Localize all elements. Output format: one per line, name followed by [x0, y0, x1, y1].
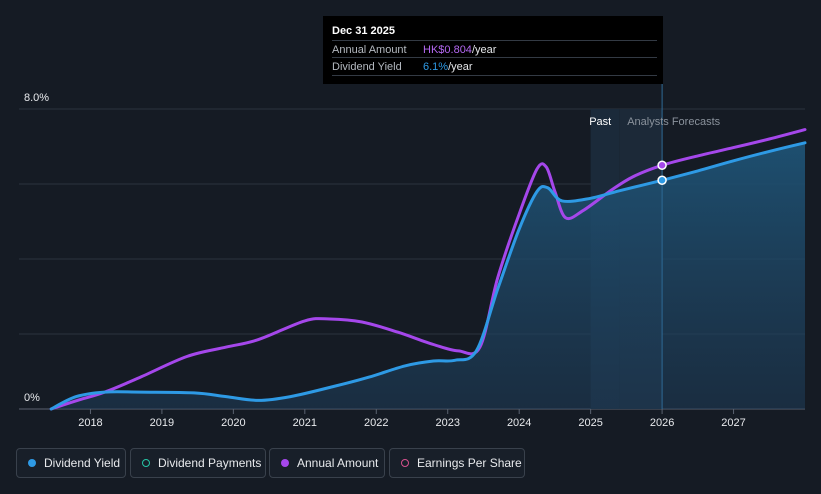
dividend-yield-area	[51, 142, 806, 410]
legend-dividend-yield-label: Dividend Yield	[44, 456, 121, 470]
x-tick-label: 2022	[364, 417, 388, 429]
x-tick-label: 2024	[507, 417, 531, 429]
x-tick-label: 2020	[221, 417, 245, 429]
legend-earnings-per-share[interactable]: Earnings Per Share	[389, 448, 525, 478]
tooltip-date: Dec 31 2025	[332, 25, 395, 37]
legend-annual-amount[interactable]: Annual Amount	[269, 448, 385, 478]
legend-earnings-per-share-dot	[401, 459, 409, 467]
y-tick-label-top: 8.0%	[24, 92, 49, 104]
legend-dividend-yield[interactable]: Dividend Yield	[16, 448, 126, 478]
dividend-yield-point[interactable]	[657, 175, 667, 185]
tooltip-dividend-yield-number: 6.1%	[423, 61, 449, 73]
x-tick-label: 2023	[435, 417, 459, 429]
y-tick-label-bottom: 0%	[24, 392, 40, 404]
x-tick-label: 2018	[78, 417, 102, 429]
legend-annual-amount-dot	[281, 459, 289, 467]
x-tick-label: 2019	[150, 417, 174, 429]
forecast-region-label: Analysts Forecasts	[627, 116, 720, 128]
tooltip-row-annual-amount: Annual Amount HK$0.804/year	[332, 40, 657, 58]
legend-dividend-payments-label: Dividend Payments	[158, 456, 262, 470]
x-axis: 2018 2019 2020 2021 2022 2023 2024 2025 2026 2027	[78, 409, 746, 429]
legend-annual-amount-label: Annual Amount	[297, 456, 379, 470]
legend-dividend-payments[interactable]: Dividend Payments	[130, 448, 266, 478]
past-region-label: Past	[589, 116, 611, 128]
annual-amount-point[interactable]	[657, 160, 667, 170]
tooltip-annual-amount-number: HK$0.804	[423, 44, 472, 56]
tooltip-annual-amount-label: Annual Amount	[332, 44, 407, 56]
x-tick-label: 2021	[293, 417, 317, 429]
tooltip-dividend-yield-unit: /year	[448, 61, 473, 73]
x-tick-label: 2027	[721, 417, 745, 429]
tooltip-dividend-yield-label: Dividend Yield	[332, 61, 402, 73]
tooltip-annual-amount-unit: /year	[471, 44, 497, 56]
legend-earnings-per-share-label: Earnings Per Share	[417, 456, 522, 470]
legend-dividend-yield-dot	[28, 459, 36, 467]
tooltip-dividend-yield-value: 6.1%/year	[423, 61, 473, 73]
x-tick-label: 2026	[650, 417, 674, 429]
tooltip-row-dividend-yield: Dividend Yield 6.1%/year	[332, 57, 657, 76]
legend-dividend-payments-dot	[142, 459, 150, 467]
x-tick-label: 2025	[578, 417, 602, 429]
chart-tooltip: Dec 31 2025 Annual Amount HK$0.804/year …	[323, 16, 663, 84]
tooltip-annual-amount-value: HK$0.804/year	[423, 44, 496, 56]
